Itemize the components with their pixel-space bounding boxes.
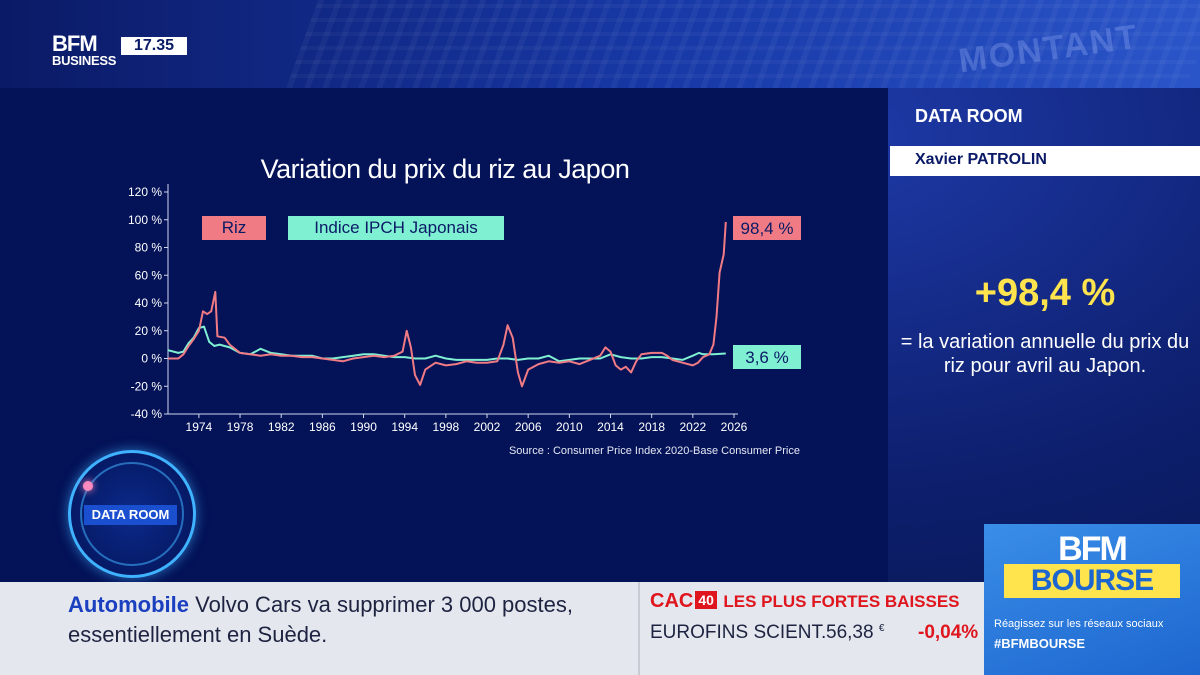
index-number: 40 [695,591,717,609]
channel-logo: BFM BUSINESS [52,31,117,68]
data-room-badge-label: DATA ROOM [84,505,177,525]
x-tick-label: 1982 [268,420,295,434]
y-tick-label: 40 % [135,296,163,310]
logo-brand: BFM [52,31,98,56]
x-tick-label: 1998 [433,420,460,434]
promo-line: Réagissez sur les réseaux sociaux [994,618,1164,630]
promo-product: BOURSE [1004,564,1180,598]
legend-cpi-label: Indice IPCH Japonais [314,218,477,237]
promo-hashtag: #BFMBOURSE [994,636,1086,651]
author-bar: Xavier PATROLIN [890,146,1200,176]
x-tick-label: 1990 [350,420,377,434]
x-tick-label: 2010 [556,420,583,434]
x-tick-label: 2002 [474,420,501,434]
end-label-cpi: 3,6 % [745,348,788,367]
highlight-value: +98,4 % [974,272,1116,314]
stock-currency: € [878,623,885,634]
sidebar: DATA ROOM Xavier PATROLIN +98,4 % = la v… [890,88,1200,524]
chart-source: Source : Consumer Price Index 2020-Base … [509,445,800,457]
market-header: CAC 40 LES PLUS FORTES BAISSES [650,590,960,613]
clock: 17.35 [121,37,187,55]
market-list-title: LES PLUS FORTES BAISSES [723,592,960,611]
x-tick-label: 2006 [515,420,542,434]
y-tick-label: -20 % [131,379,163,393]
stock-name: EUROFINS SCIENT. [650,622,827,643]
ticker-headline-1: Volvo Cars va supprimer 3 000 postes, [195,592,573,617]
badge-ring [80,462,184,566]
x-tick-label: 1994 [391,420,418,434]
stock-price-wrap: 56,38 € [826,622,884,644]
x-tick-label: 2022 [679,420,706,434]
end-label-rice: 98,4 % [741,219,794,238]
index-name: CAC [650,590,694,612]
ticker-line-1: Automobile Volvo Cars va supprimer 3 000… [68,592,573,618]
promo-brand: BFM [1058,530,1128,568]
bfm-bourse-promo: BFM BOURSE Réagissez sur les réseaux soc… [984,524,1200,675]
series-line-rice [168,221,727,388]
ticker-headline-2: essentiellement en Suède. [68,622,328,647]
y-tick-label: -40 % [131,407,163,421]
ticker-category: Automobile [68,592,189,617]
chart-svg: 120 % 100 % 80 % 60 % 40 % 20 % 0 % -20 % -40 % 1… [128,184,801,457]
x-tick-label: 2018 [638,420,665,434]
highlight-text: = la variation annuelle du prix du riz p… [900,331,1190,377]
x-tick-label: 1974 [186,420,213,434]
stock-price: 56,38 [826,622,874,643]
y-tick-label: 80 % [135,241,163,255]
x-tick-label: 2014 [597,420,624,434]
sidebar-section-title: DATA ROOM [915,106,1023,126]
x-tick-label: 1978 [227,420,254,434]
legend-rice-swatch [202,216,266,240]
market-ticker: CAC 40 LES PLUS FORTES BAISSES EUROFINS S… [638,582,984,675]
x-tick-label: 1986 [309,420,336,434]
logo-sub: BUSINESS [52,53,117,68]
sidebar-header: DATA ROOM [890,88,1200,144]
x-tick-label: 2026 [721,420,748,434]
series-line-cpi [167,325,726,363]
legend-cpi-swatch [288,216,504,240]
legend-rice-label: Riz [222,218,247,237]
y-tick-label: 100 % [128,213,162,227]
end-label-rice-box [733,216,801,240]
top-banner: MONTANT [0,0,1200,88]
y-tick-label: 60 % [135,268,163,282]
y-tick-label: 20 % [135,324,163,338]
y-tick-label: 120 % [128,185,162,199]
y-tick-label: 0 % [141,352,162,366]
end-label-cpi-box [733,345,801,369]
author-name: Xavier PATROLIN [915,151,1047,168]
stock-change: -0,04% [918,622,979,643]
news-ticker: Automobile Volvo Cars va supprimer 3 000… [0,582,638,675]
badge-dot-icon [83,481,93,491]
stock-row: EUROFINS SCIENT. 56,38 € -0,04% [650,622,986,648]
chart-title: Variation du prix du riz au Japon [260,154,630,184]
